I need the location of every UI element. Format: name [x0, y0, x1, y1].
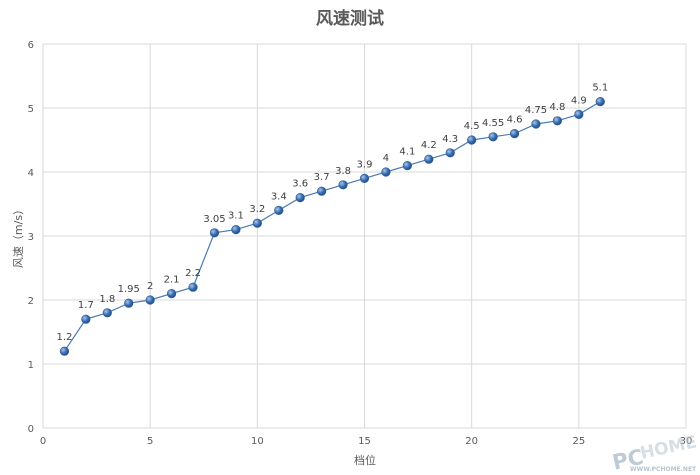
- x-tick-label: 5: [147, 436, 153, 447]
- data-point: [145, 295, 155, 305]
- data-point: [167, 289, 177, 299]
- data-label: 4.5: [464, 121, 480, 132]
- data-label: 3.8: [335, 166, 351, 177]
- y-tick-label: 6: [28, 40, 34, 51]
- data-label: 4.75: [525, 105, 547, 116]
- data-label: 2.1: [164, 275, 180, 286]
- data-label: 3.1: [228, 211, 244, 222]
- x-tick-label: 20: [465, 436, 478, 447]
- data-point: [402, 161, 412, 171]
- pchome-watermark-logo: PC HOME WWW.PCHOME.NET: [610, 432, 698, 474]
- data-point: [102, 308, 112, 318]
- data-point: [252, 218, 262, 228]
- y-tick-label: 1: [28, 360, 34, 371]
- svg-text:HOME: HOME: [638, 432, 698, 463]
- data-point: [531, 119, 541, 129]
- data-point: [59, 346, 70, 356]
- series-line: [63, 101, 601, 352]
- data-label: 4.1: [399, 147, 415, 158]
- data-label: 4.9: [571, 95, 587, 106]
- data-point: [445, 148, 455, 158]
- data-point: [209, 228, 220, 238]
- y-tick-label: 5: [28, 104, 34, 115]
- x-tick-label: 25: [572, 436, 585, 447]
- data-label: 5.1: [592, 83, 608, 94]
- data-point: [424, 154, 434, 164]
- y-tick-label: 3: [28, 232, 34, 243]
- data-labels: 1.2 1.7 1.81.95 2 2.1 2.2 3.05 3.1 3.2 3.4 3.6 3.7 3…: [56, 83, 608, 344]
- data-label: 4.6: [507, 115, 523, 126]
- x-tick-label: 15: [358, 436, 371, 447]
- data-point: [295, 193, 305, 203]
- data-point: [467, 135, 477, 145]
- x-axis-label: 档位: [354, 453, 376, 467]
- data-label: 1.7: [78, 300, 94, 311]
- x-tick-label: 10: [251, 436, 264, 447]
- data-label: 2: [147, 281, 153, 292]
- data-label: 3.4: [271, 191, 287, 202]
- x-tick-label: 0: [40, 436, 46, 447]
- data-point: [274, 205, 284, 215]
- y-tick-label: 4: [28, 168, 34, 179]
- data-label: 3.6: [292, 179, 308, 190]
- data-point: [231, 225, 241, 235]
- data-label: 4.3: [442, 134, 458, 145]
- data-point: [338, 180, 348, 190]
- data-label: 3.2: [249, 204, 265, 215]
- data-label: 1.95: [118, 284, 140, 295]
- data-point: [595, 96, 605, 107]
- data-label: 3.05: [203, 214, 225, 225]
- svg-text:WWW.PCHOME.NET: WWW.PCHOME.NET: [630, 466, 697, 473]
- data-label: 4.8: [549, 102, 565, 113]
- data-label: 1.2: [56, 332, 72, 343]
- data-point: [124, 298, 134, 308]
- data-point: [381, 167, 391, 177]
- data-label: 3.7: [314, 172, 330, 183]
- y-tick-label: 2: [28, 296, 34, 307]
- data-label: 3.9: [357, 159, 373, 170]
- data-label: 1.8: [99, 294, 115, 305]
- data-label: 2.2: [185, 268, 201, 279]
- data-point: [188, 282, 198, 292]
- chart-title: 风速测试: [316, 8, 384, 29]
- gridlines: [42, 43, 687, 429]
- data-label: 4: [383, 153, 389, 164]
- y-axis-label: 风速（m/s）: [12, 204, 25, 268]
- data-point: [81, 314, 91, 324]
- data-point: [317, 186, 327, 196]
- data-point: [359, 173, 370, 183]
- data-point: [552, 116, 563, 126]
- x-tick-label: 30: [680, 436, 693, 447]
- y-tick-label: 0: [28, 424, 34, 435]
- data-point: [488, 132, 498, 142]
- tick-labels: 0 5 10 15 20 25 30 0 1 2 3 4 5 6: [28, 40, 693, 447]
- data-point: [509, 129, 520, 139]
- series-line-group: [59, 96, 605, 356]
- data-label: 4.2: [421, 140, 437, 151]
- data-point: [574, 109, 584, 119]
- data-label: 4.55: [482, 118, 504, 129]
